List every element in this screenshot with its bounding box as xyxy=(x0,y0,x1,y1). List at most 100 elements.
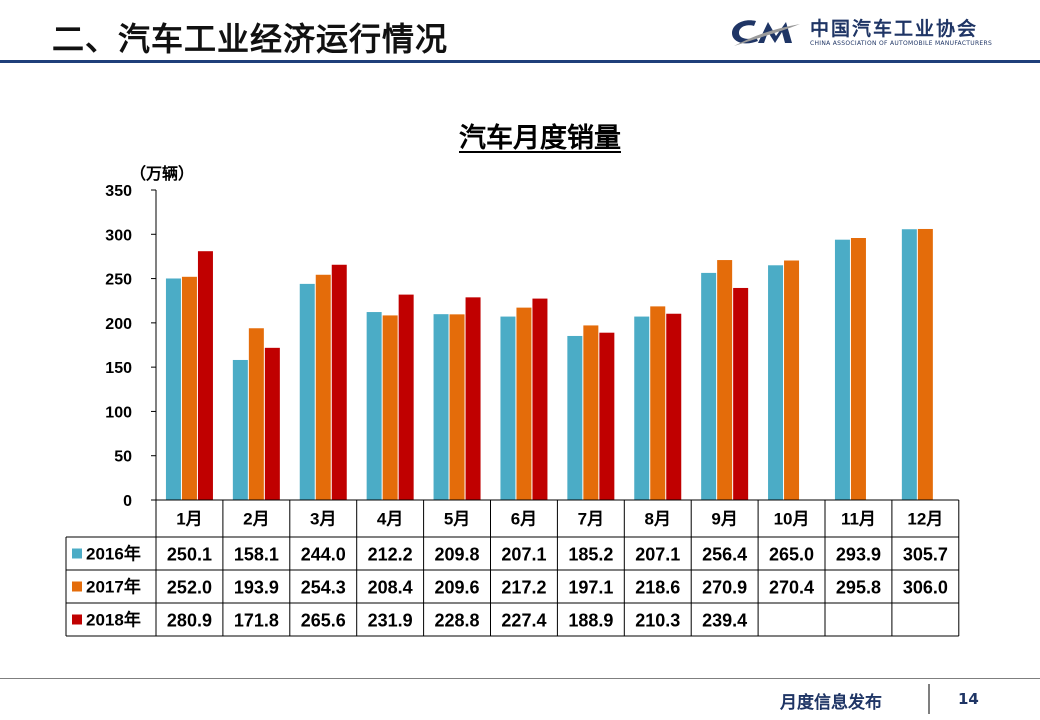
bar-2018年-1月 xyxy=(197,251,213,500)
data-label: 270.9 xyxy=(702,578,747,598)
bar-2018年-9月 xyxy=(733,287,749,500)
y-tick-label: 100 xyxy=(105,404,132,421)
bar-2016年-1月 xyxy=(165,278,181,500)
x-category-label: 11月 xyxy=(841,510,876,529)
bar-2017年-1月 xyxy=(181,276,197,500)
header-divider xyxy=(0,60,1040,63)
bar-2017年-10月 xyxy=(784,260,800,500)
bar-2016年-11月 xyxy=(834,239,850,500)
data-label: 254.3 xyxy=(301,578,346,598)
bar-2017年-7月 xyxy=(583,325,599,500)
data-label: 228.8 xyxy=(435,611,480,631)
bar-2018年-4月 xyxy=(398,294,414,500)
bar-2018年-3月 xyxy=(331,264,347,500)
bar-2018年-2月 xyxy=(264,347,280,500)
x-category-label: 4月 xyxy=(377,510,403,529)
y-tick-label: 350 xyxy=(105,183,132,200)
data-label: 209.8 xyxy=(435,545,480,565)
legend-swatch-2017年 xyxy=(72,581,82,592)
bar-2018年-6月 xyxy=(532,298,548,500)
data-label: 239.4 xyxy=(702,611,747,631)
bar-2016年-12月 xyxy=(901,229,917,501)
bar-2017年-3月 xyxy=(315,274,331,500)
logo-chinese-name: 中国汽车工业协会 xyxy=(810,18,979,40)
data-label: 231.9 xyxy=(368,611,413,631)
data-label: 212.2 xyxy=(368,545,413,565)
association-logo: 中国汽车工业协会 CHINA ASSOCIATION OF AUTOMOBILE… xyxy=(730,14,1000,54)
y-tick-label: 200 xyxy=(105,316,132,333)
header: 二、汽车工业经济运行情况 中国汽车工业协会 CHINA ASSOCIATION … xyxy=(0,0,1040,64)
bar-2017年-4月 xyxy=(382,315,398,500)
data-label: 293.9 xyxy=(836,545,881,565)
legend-swatch-2018年 xyxy=(72,614,82,625)
legend-label-2017年: 2017年 xyxy=(86,577,141,597)
data-label: 244.0 xyxy=(301,545,346,565)
x-category-label: 5月 xyxy=(444,510,470,529)
bar-2016年-5月 xyxy=(433,314,449,500)
bar-2016年-4月 xyxy=(366,312,382,500)
y-tick-label: 250 xyxy=(105,272,132,289)
bar-2018年-7月 xyxy=(599,332,615,500)
bar-2017年-9月 xyxy=(717,260,733,500)
chart-title: 汽车月度销量 xyxy=(459,123,621,154)
x-category-label: 9月 xyxy=(711,510,737,529)
data-label: 207.1 xyxy=(635,545,680,565)
bar-2017年-5月 xyxy=(449,314,465,500)
data-label: 256.4 xyxy=(702,545,747,565)
bar-2017年-6月 xyxy=(516,307,532,500)
x-category-label: 6月 xyxy=(511,510,537,529)
bar-2017年-2月 xyxy=(248,328,264,500)
data-label: 218.6 xyxy=(635,578,680,598)
x-category-label: 8月 xyxy=(645,510,671,529)
data-label: 227.4 xyxy=(501,611,546,631)
legend-label-2016年: 2016年 xyxy=(86,544,141,564)
data-label: 250.1 xyxy=(167,545,212,565)
footer-label: 月度信息发布 xyxy=(780,693,882,713)
bar-2018年-8月 xyxy=(666,313,682,500)
data-label: 193.9 xyxy=(234,578,279,598)
footer-divider xyxy=(0,678,1040,679)
footer-separator xyxy=(928,684,930,714)
x-category-label: 2月 xyxy=(243,510,269,529)
x-category-label: 12月 xyxy=(907,510,943,529)
data-label: 158.1 xyxy=(234,545,279,565)
bar-2017年-8月 xyxy=(650,306,666,500)
bar-2017年-11月 xyxy=(850,238,866,500)
cam-logo-icon xyxy=(732,20,800,46)
x-category-label: 3月 xyxy=(310,510,336,529)
data-label: 188.9 xyxy=(568,611,613,631)
data-label: 185.2 xyxy=(568,545,613,565)
data-label: 208.4 xyxy=(368,578,413,598)
data-label: 207.1 xyxy=(501,545,546,565)
bar-2017年-12月 xyxy=(917,228,933,500)
bar-2016年-3月 xyxy=(299,283,315,500)
bar-2016年-6月 xyxy=(500,316,516,500)
y-tick-label: 300 xyxy=(105,227,132,244)
x-category-label: 1月 xyxy=(176,510,202,529)
data-label: 209.6 xyxy=(435,578,480,598)
bar-2018年-5月 xyxy=(465,297,481,500)
x-category-label: 7月 xyxy=(578,510,604,529)
data-label: 210.3 xyxy=(635,611,680,631)
x-category-label: 10月 xyxy=(774,510,810,529)
data-label: 265.0 xyxy=(769,545,814,565)
data-label: 270.4 xyxy=(769,578,814,598)
data-label: 280.9 xyxy=(167,611,212,631)
bar-2016年-8月 xyxy=(634,316,650,500)
bar-2016年-9月 xyxy=(701,272,717,500)
monthly-sales-chart: 0 50 100 150 200 250 300 350 1月 2月 3月 4月 5月 6月 7月 8月 9月 1… xyxy=(65,183,960,637)
data-label: 265.6 xyxy=(301,611,346,631)
bar-2016年-2月 xyxy=(232,359,248,500)
data-label: 217.2 xyxy=(501,578,546,598)
y-axis-unit-label: （万辆） xyxy=(130,164,195,183)
y-tick-label: 150 xyxy=(105,360,132,377)
data-label: 197.1 xyxy=(568,578,613,598)
bar-2016年-7月 xyxy=(567,335,583,500)
data-label: 171.8 xyxy=(234,611,279,631)
y-tick-label: 0 xyxy=(123,493,132,510)
y-tick-label: 50 xyxy=(114,449,132,466)
page-number: 14 xyxy=(958,690,979,708)
data-label: 295.8 xyxy=(836,578,881,598)
legend-label-2018年: 2018年 xyxy=(86,610,141,630)
bar-2016年-10月 xyxy=(768,265,784,500)
